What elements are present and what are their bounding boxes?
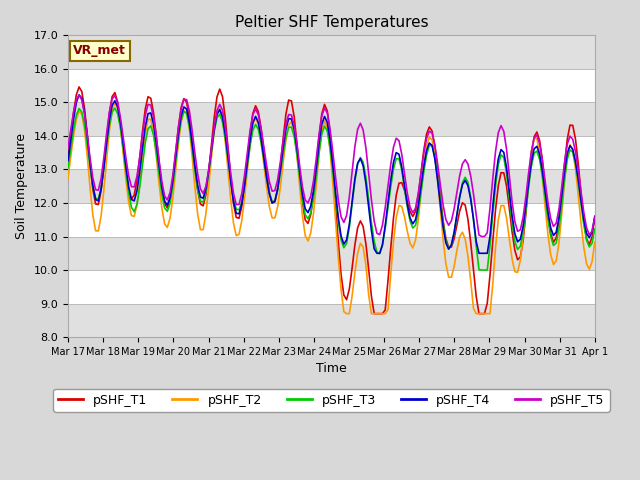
pSHF_T3 bbox=[111, 105, 119, 111]
pSHF_T2 bbox=[401, 214, 408, 220]
Line: pSHF_T1: pSHF_T1 bbox=[68, 87, 595, 313]
pSHF_T5 bbox=[279, 138, 287, 144]
pSHF_T5 bbox=[398, 151, 406, 157]
pSHF_T4 bbox=[591, 213, 598, 219]
pSHF_T4 bbox=[332, 190, 339, 195]
Title: Peltier SHF Temperatures: Peltier SHF Temperatures bbox=[235, 15, 428, 30]
pSHF_T4 bbox=[367, 228, 375, 233]
pSHF_T3 bbox=[398, 168, 406, 173]
pSHF_T2 bbox=[64, 175, 72, 181]
pSHF_T2 bbox=[285, 122, 292, 128]
pSHF_T1 bbox=[591, 215, 598, 220]
Line: pSHF_T5: pSHF_T5 bbox=[68, 95, 595, 237]
pSHF_T1 bbox=[279, 136, 287, 142]
pSHF_T5 bbox=[478, 234, 486, 240]
pSHF_T5 bbox=[285, 112, 292, 118]
Line: pSHF_T2: pSHF_T2 bbox=[68, 102, 595, 313]
pSHF_T4 bbox=[64, 158, 72, 164]
Bar bbox=[68, 36, 595, 69]
pSHF_T2 bbox=[343, 311, 351, 316]
pSHF_T4 bbox=[279, 144, 287, 150]
pSHF_T4 bbox=[76, 92, 83, 98]
pSHF_T1 bbox=[285, 97, 292, 103]
X-axis label: Time: Time bbox=[316, 362, 347, 375]
pSHF_T5 bbox=[76, 92, 83, 98]
pSHF_T1 bbox=[131, 192, 138, 198]
pSHF_T3 bbox=[591, 226, 598, 232]
Bar bbox=[68, 237, 595, 270]
Bar bbox=[68, 102, 595, 136]
pSHF_T1 bbox=[401, 187, 408, 193]
pSHF_T5 bbox=[64, 145, 72, 151]
pSHF_T4 bbox=[401, 183, 408, 189]
pSHF_T3 bbox=[131, 209, 138, 215]
Y-axis label: Soil Temperature: Soil Temperature bbox=[15, 133, 28, 239]
pSHF_T1 bbox=[76, 84, 83, 90]
pSHF_T2 bbox=[131, 214, 138, 219]
Line: pSHF_T3: pSHF_T3 bbox=[68, 108, 595, 270]
pSHF_T3 bbox=[279, 151, 287, 157]
pSHF_T2 bbox=[279, 160, 287, 166]
pSHF_T1 bbox=[332, 201, 339, 207]
pSHF_T1 bbox=[64, 156, 72, 161]
pSHF_T2 bbox=[111, 99, 119, 105]
pSHF_T4 bbox=[373, 251, 381, 256]
pSHF_T3 bbox=[478, 267, 486, 273]
Text: VR_met: VR_met bbox=[74, 44, 126, 58]
pSHF_T2 bbox=[371, 311, 378, 316]
pSHF_T3 bbox=[367, 220, 375, 226]
pSHF_T4 bbox=[285, 116, 292, 121]
pSHF_T1 bbox=[367, 293, 375, 299]
pSHF_T3 bbox=[64, 165, 72, 170]
Line: pSHF_T4: pSHF_T4 bbox=[68, 95, 595, 253]
Legend: pSHF_T1, pSHF_T2, pSHF_T3, pSHF_T4, pSHF_T5: pSHF_T1, pSHF_T2, pSHF_T3, pSHF_T4, pSHF… bbox=[53, 389, 610, 412]
pSHF_T5 bbox=[367, 197, 375, 203]
pSHF_T5 bbox=[591, 215, 598, 220]
pSHF_T1 bbox=[371, 311, 378, 316]
pSHF_T4 bbox=[131, 198, 138, 204]
pSHF_T3 bbox=[332, 194, 339, 200]
pSHF_T3 bbox=[285, 124, 292, 130]
Bar bbox=[68, 303, 595, 337]
pSHF_T2 bbox=[591, 239, 598, 245]
pSHF_T5 bbox=[131, 184, 138, 190]
pSHF_T5 bbox=[332, 174, 339, 180]
Bar bbox=[68, 169, 595, 203]
pSHF_T2 bbox=[332, 217, 339, 223]
